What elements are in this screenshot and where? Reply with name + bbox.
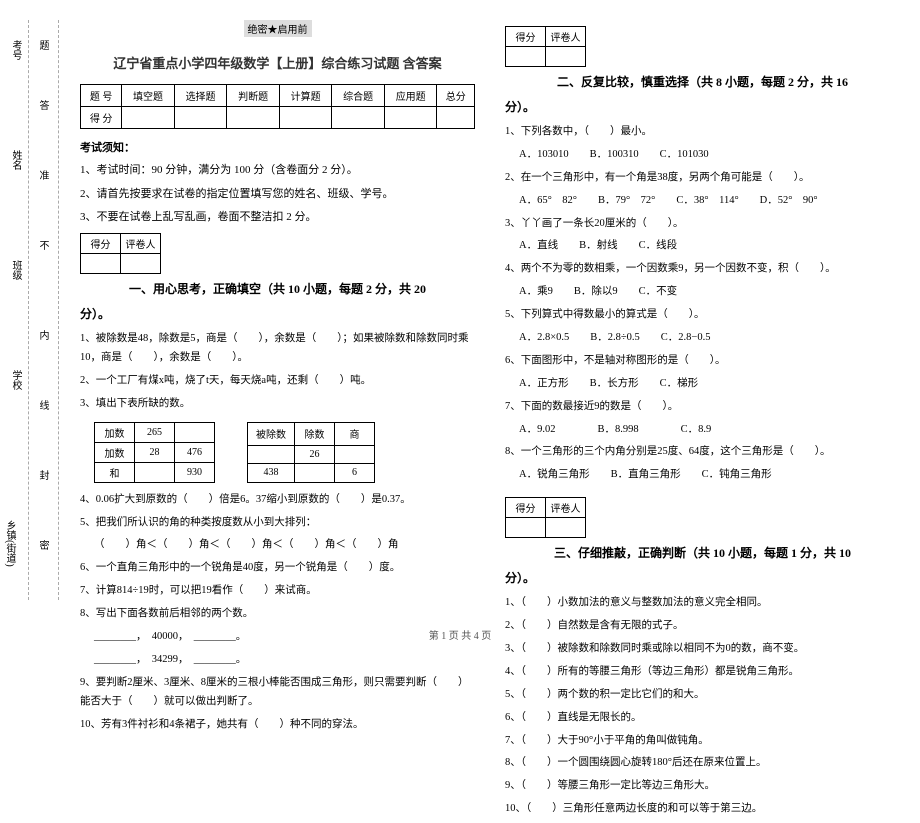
s2q2o: A．65° 82° B．79° 72° C．38° 114° D．52° 90° <box>505 192 900 211</box>
notice-item: 1、考试时间：90 分钟，满分为 100 分（含卷面分 2 分）。 <box>80 161 475 180</box>
seal-mark: 准 <box>35 170 50 180</box>
th: 填空题 <box>122 85 175 107</box>
s2q1o: A．103010 B．100310 C．101030 <box>505 146 900 165</box>
s2q5o: A．2.8×0.5 B．2.8÷0.5 C．2.8−0.5 <box>505 329 900 348</box>
section2-title: 二、反复比较，慎重选择（共 8 小题，每题 2 分，共 16 <box>505 73 900 90</box>
s2q5: 5、下列算式中得数最小的算式是（ ）。 <box>505 306 900 325</box>
q6: 6、一个直角三角形中的一个锐角是40度，另一个锐角是（ ）度。 <box>80 559 475 578</box>
s3q: 3、（ ）被除数和除数同时乘或除以相同不为0的数，商不变。 <box>505 640 900 659</box>
s3q: 8、（ ）一个圆围绕圆心旋转180°后还在原来位置上。 <box>505 754 900 773</box>
page-footer: 第 1 页 共 4 页 <box>0 627 920 642</box>
grader-box: 得分评卷人 <box>80 233 161 274</box>
notice-item: 3、不要在试卷上乱写乱画，卷面不整洁扣 2 分。 <box>80 208 475 227</box>
th: 综合题 <box>332 85 385 107</box>
s3q: 7、（ ）大于90°小于平角的角叫做钝角。 <box>505 732 900 751</box>
q4: 4、0.06扩大到原数的（ ）倍是6。37缩小到原数的（ ）是0.37。 <box>80 491 475 510</box>
s2q6o: A．正方形 B．长方形 C．梯形 <box>505 375 900 394</box>
q5b: （ ）角＜（ ）角＜（ ）角＜（ ）角＜（ ）角 <box>80 536 475 555</box>
th: 判断题 <box>227 85 280 107</box>
grader-box: 得分评卷人 <box>505 26 586 67</box>
s3q: 5、（ ）两个数的积一定比它们的和大。 <box>505 686 900 705</box>
s2q6: 6、下面图形中，不是轴对称图形的是（ ）。 <box>505 352 900 371</box>
q8: 8、写出下面各数前后相邻的两个数。 <box>80 605 475 624</box>
s2q4: 4、两个不为零的数相乘，一个因数乘9，另一个因数不变，积（ ）。 <box>505 260 900 279</box>
section1-tail: 分）。 <box>80 305 475 322</box>
page-content: 绝密★启用前 辽宁省重点小学四年级数学【上册】综合练习试题 含答案 题 号 填空… <box>80 20 900 823</box>
q10: 10、芳有3件衬衫和4条裙子，她共有（ ）种不同的穿法。 <box>80 716 475 735</box>
sidebar-field: 姓名 <box>8 150 23 170</box>
th: 计算题 <box>279 85 332 107</box>
section3-tail: 分）。 <box>505 569 900 586</box>
s3q: 6、（ ）直线是无限长的。 <box>505 709 900 728</box>
q1: 1、被除数是48，除数是5，商是（ ），余数是（ ）；如果被除数和除数同时乘10… <box>80 330 475 368</box>
s2q1: 1、下列各数中，（ ）最小。 <box>505 123 900 142</box>
section3-title: 三、仔细推敲，正确判断（共 10 小题，每题 1 分，共 10 <box>505 544 900 561</box>
q9: 9、要判断2厘米、3厘米、8厘米的三根小棒能否围成三角形，则只需要判断（ ）能否… <box>80 674 475 712</box>
seal-mark: 题 <box>35 40 50 50</box>
section2-tail: 分）。 <box>505 98 900 115</box>
q8b: ________， 34299， ________。 <box>80 651 475 670</box>
s2q7: 7、下面的数最接近9的数是（ ）。 <box>505 398 900 417</box>
th: 题 号 <box>81 85 122 107</box>
q2: 2、一个工厂有煤x吨，烧了t天，每天烧a吨，还剩（ ）吨。 <box>80 372 475 391</box>
th: 选择题 <box>174 85 227 107</box>
s2q4o: A．乘9 B．除以9 C．不变 <box>505 283 900 302</box>
s3q: 4、（ ）所有的等腰三角形（等边三角形）都是锐角三角形。 <box>505 663 900 682</box>
seal-mark: 不 <box>35 240 50 250</box>
q7: 7、计算814÷19时，可以把19看作（ ）来试商。 <box>80 582 475 601</box>
sidebar-field: 乡镇(街道) <box>2 520 17 567</box>
grader-box: 得分评卷人 <box>505 497 586 538</box>
s3q: 10、（ ）三角形任意两边长度的和可以等于第三边。 <box>505 800 900 819</box>
exam-title: 辽宁省重点小学四年级数学【上册】综合练习试题 含答案 <box>80 53 475 72</box>
q5: 5、把我们所认识的角的种类按度数从小到大排列： <box>80 514 475 533</box>
s2q3: 3、丫丫画了一条长20厘米的（ ）。 <box>505 215 900 234</box>
s3q: 1、（ ）小数加法的意义与整数加法的意义完全相同。 <box>505 594 900 613</box>
s2q8o: A．锐角三角形 B．直角三角形 C．钝角三角形 <box>505 466 900 485</box>
sidebar-field: 班级 <box>8 260 23 280</box>
s2q7o: A．9.02 B．8.998 C．8.9 <box>505 421 900 440</box>
seal-mark: 封 <box>35 470 50 480</box>
notice-item: 2、请首先按要求在试卷的指定位置填写您的姓名、班级、学号。 <box>80 185 475 204</box>
s2q8: 8、一个三角形的三个内角分别是25度、64度，这个三角形是（ ）。 <box>505 443 900 462</box>
sidebar-field: 考号 <box>8 40 23 60</box>
row-label: 得 分 <box>81 107 122 129</box>
seal-mark: 密 <box>35 540 50 550</box>
sidebar-field: 学校 <box>8 370 23 390</box>
q3-table-b: 被除数除数商 26 4386 <box>247 422 375 483</box>
left-column: 绝密★启用前 辽宁省重点小学四年级数学【上册】综合练习试题 含答案 题 号 填空… <box>80 20 475 823</box>
q3-table-a: 加数265 加数28476 和930 <box>94 422 215 483</box>
q3: 3、填出下表所缺的数。 <box>80 395 475 414</box>
s2q3o: A．直线 B．射线 C．线段 <box>505 237 900 256</box>
binding-sidebar: 考号 姓名 班级 学校 乡镇(街道) 题 答 准 不 内 线 封 密 <box>0 0 75 600</box>
seal-mark: 线 <box>35 400 50 410</box>
notice-title: 考试须知： <box>80 139 475 155</box>
s3q: 9、（ ）等腰三角形一定比等边三角形大。 <box>505 777 900 796</box>
th: 应用题 <box>384 85 437 107</box>
score-summary-table: 题 号 填空题 选择题 判断题 计算题 综合题 应用题 总分 得 分 <box>80 84 475 129</box>
confidential-mark: 绝密★启用前 <box>244 20 312 37</box>
th: 总分 <box>437 85 475 107</box>
seal-mark: 内 <box>35 330 50 340</box>
seal-mark: 答 <box>35 100 50 110</box>
s2q2: 2、在一个三角形中，有一个角是38度，另两个角可能是（ ）。 <box>505 169 900 188</box>
right-column: 得分评卷人 二、反复比较，慎重选择（共 8 小题，每题 2 分，共 16 分）。… <box>505 20 900 823</box>
section1-title: 一、用心思考，正确填空（共 10 小题，每题 2 分，共 20 <box>80 280 475 297</box>
